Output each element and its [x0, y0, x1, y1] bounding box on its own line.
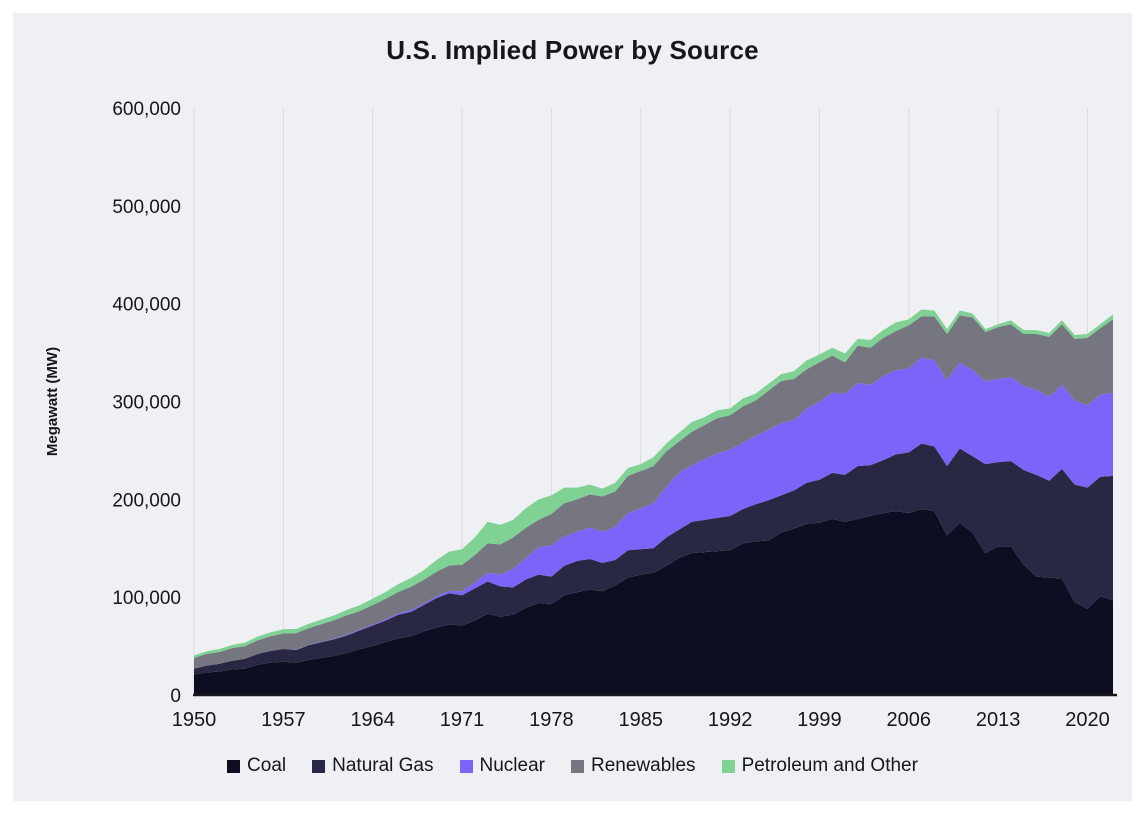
legend-item-natural-gas[interactable]: Natural Gas	[312, 755, 434, 777]
x-tick-label: 2020	[1065, 709, 1110, 731]
stacked-area-series	[194, 309, 1113, 695]
legend-swatch-icon	[227, 759, 241, 773]
y-tick-label: 300,000	[112, 393, 181, 414]
plot-area: 0 100,000 200,000 300,000 400,000 500,000 600,…	[13, 13, 1132, 801]
legend-item-label: Natural Gas	[332, 755, 434, 776]
legend-item-nuclear[interactable]: Nuclear	[459, 755, 545, 777]
x-tick-label: 1971	[440, 709, 485, 731]
x-tick-label: 1964	[350, 709, 395, 731]
x-tick-label: 2006	[887, 709, 932, 731]
chart-legend: Coal Natural Gas Nuclear Renewables Petroleu…	[13, 755, 1132, 777]
legend-swatch-icon	[570, 759, 584, 773]
legend-item-renewables[interactable]: Renewables	[570, 755, 696, 777]
y-axis-title: Megawatt (MW)	[44, 347, 61, 456]
x-tick-label: 1957	[261, 709, 306, 731]
x-tick-label: 1950	[172, 709, 217, 731]
legend-swatch-icon	[312, 759, 326, 773]
x-tick-label: 1985	[618, 709, 663, 731]
x-tick-label: 1992	[708, 709, 753, 731]
legend-item-label: Petroleum and Other	[741, 755, 918, 776]
y-tick-label: 200,000	[112, 490, 181, 511]
y-axis-ticks: 0 100,000 200,000 300,000 400,000 500,000 600,…	[112, 99, 181, 707]
area-series-natural-gas	[194, 443, 1113, 675]
y-tick-label: 400,000	[112, 295, 181, 316]
x-tick-label: 1978	[529, 709, 574, 731]
x-tick-label: 1999	[797, 709, 842, 731]
x-axis-ticks: 1950 1957 1964 1971 1978 1985 1992 1999 2006 2013…	[172, 709, 1110, 731]
y-tick-label: 0	[170, 686, 181, 707]
legend-item-label: Nuclear	[479, 755, 545, 776]
legend-item-coal[interactable]: Coal	[227, 755, 286, 777]
area-chart-svg: 0 100,000 200,000 300,000 400,000 500,000 600,…	[44, 99, 1117, 731]
area-series-petroleum-and-other	[194, 309, 1113, 658]
x-tick-label: 2013	[976, 709, 1021, 731]
area-series-nuclear	[194, 357, 1113, 669]
area-series-coal	[194, 509, 1113, 695]
y-axis-title-label: Megawatt (MW)	[44, 347, 61, 456]
legend-item-petroleum-and-other[interactable]: Petroleum and Other	[721, 755, 918, 777]
chart-card: U.S. Implied Power by Source 0 100,000 200…	[13, 13, 1132, 801]
legend-swatch-icon	[721, 759, 735, 773]
area-series-renewables	[194, 315, 1113, 669]
legend-item-label: Coal	[247, 755, 287, 776]
legend-swatch-icon	[459, 759, 473, 773]
y-tick-label: 600,000	[112, 99, 181, 120]
y-tick-label: 500,000	[112, 197, 181, 218]
legend-item-label: Renewables	[590, 755, 696, 776]
y-tick-label: 100,000	[112, 588, 181, 609]
page-title: U.S. Implied Power by Source	[386, 35, 759, 65]
